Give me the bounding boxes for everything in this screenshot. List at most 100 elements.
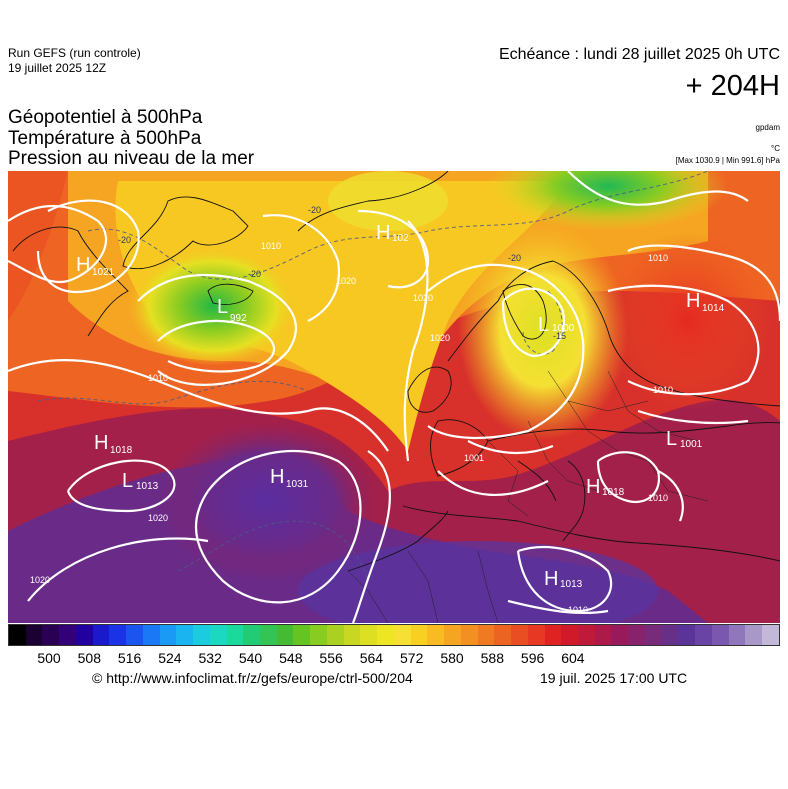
colorbar-swatch [711, 625, 729, 645]
low-core-iceland [128, 246, 298, 366]
colorbar-tick-label: 572 [400, 650, 424, 666]
pressure-center-symbol: H [586, 476, 600, 498]
pressure-range: [Max 1030.9 | Min 991.6] hPa [675, 156, 780, 165]
colorbar-swatch [209, 625, 227, 645]
colorbar-swatch [126, 625, 143, 645]
temperature-label: -20 [308, 205, 321, 215]
temperature-label: -20 [248, 269, 261, 279]
lead-time: + 204H [685, 70, 780, 102]
colorbar-swatch [9, 625, 26, 645]
colorbar [8, 624, 780, 646]
pressure-center-symbol: H [544, 568, 558, 590]
colorbar-swatch [92, 625, 110, 645]
colorbar-swatch [59, 625, 76, 645]
isobar-label: 1010 [148, 373, 168, 383]
pressure-center-value: 1013 [560, 579, 583, 590]
colorbar-swatch [427, 625, 445, 645]
colorbar-swatch [460, 625, 478, 645]
colorbar-swatch [360, 625, 378, 645]
colorbar-tick-label: 588 [480, 650, 504, 666]
layer-geopotential: Géopotentiel à 500hPa [8, 107, 203, 128]
pressure-center-value: 102 [392, 233, 409, 244]
colorbar-swatch [695, 625, 712, 645]
pressure-center-value: 1000 [552, 323, 575, 334]
colorbar-swatch [444, 625, 461, 645]
temperature-label: -20 [118, 235, 131, 245]
colorbar-swatch [260, 625, 277, 645]
pressure-centers: H 1021 L 992 H 102 L 1000 H 1014 H 1018 … [76, 222, 725, 590]
colorbar-tick-label: 548 [279, 650, 303, 666]
isobar-label: 1001 [464, 453, 484, 463]
colorbar-tick-label: 532 [198, 650, 222, 666]
colorbar-swatch [661, 625, 679, 645]
temperature-label: -15 [553, 331, 566, 341]
layer-temperature: Température à 500hPa [8, 128, 202, 149]
colorbar-swatch [561, 625, 578, 645]
field-yellow-top [328, 171, 448, 231]
colorbar-swatch [477, 625, 495, 645]
colorbar-swatch [511, 625, 528, 645]
colorbar-swatch [42, 625, 60, 645]
colorbar-swatch [243, 625, 261, 645]
coastlines [12, 171, 780, 572]
pressure-center-value: 1021 [92, 267, 115, 278]
colorbar-swatch [527, 625, 545, 645]
pressure-center-value: 1018 [602, 487, 625, 498]
isobar-label: 1020 [413, 293, 433, 303]
isobars [8, 171, 780, 623]
pressure-center-value: 1013 [136, 481, 159, 492]
isobar-label: 1020 [30, 575, 50, 585]
pressure-center-symbol: H [376, 222, 390, 244]
credit-time: 19 juil. 2025 17:00 UTC [540, 670, 688, 686]
pressure-center-symbol: H [94, 432, 108, 454]
colorbar-swatch [159, 625, 177, 645]
colorbar-swatch [762, 625, 779, 645]
colorbar-swatch [25, 625, 43, 645]
layer-pressure: Pression au niveau de la mer [8, 148, 255, 169]
pressure-center-symbol: H [76, 254, 90, 276]
colorbar-tick-label: 596 [520, 650, 545, 666]
cold-pool-north [488, 171, 728, 231]
isobar-label: 1010 [648, 253, 668, 263]
weather-map: 1010 1020 1010 1020 1020 1010 1001 1010 … [8, 171, 780, 623]
temperature-label: -20 [508, 253, 521, 263]
unit-geopotential: gpdam [755, 123, 780, 132]
colorbar-swatch [176, 625, 194, 645]
pressure-center-value: 1001 [680, 439, 703, 450]
pressure-center-symbol: L [217, 296, 228, 318]
run-date: 19 juillet 2025 12Z [8, 61, 107, 75]
colorbar-swatch [226, 625, 244, 645]
colorbar-tick-label: 524 [158, 650, 182, 666]
run-name: Run GEFS (run controle) [8, 46, 141, 60]
colorbar-swatch [611, 625, 629, 645]
pressure-center-symbol: L [538, 314, 549, 336]
pressure-center-value: 1014 [702, 303, 725, 314]
temperature-labels: -20 -20 -20 -20 -15 [118, 205, 566, 341]
isobar-label: 1010 [648, 493, 668, 503]
colorbar-swatch [544, 625, 562, 645]
ridge-core-sahara [298, 541, 658, 623]
colorbar-tick-label: 508 [77, 650, 101, 666]
colorbar-swatch [728, 625, 746, 645]
colorbar-tick-label: 604 [561, 650, 585, 666]
ridge-core-atlantic [158, 421, 378, 581]
valid-time: Echéance : lundi 28 juillet 2025 0h UTC [498, 46, 780, 63]
isobar-label: 1020 [336, 276, 356, 286]
colorbar-swatch [343, 625, 361, 645]
colorbar-swatch [494, 625, 512, 645]
trough-scandinavia [458, 221, 628, 441]
colorbar-tick-label: 564 [359, 650, 384, 666]
colorbar-swatch [193, 625, 210, 645]
colorbar-swatch [293, 625, 311, 645]
colorbar-swatch [644, 625, 662, 645]
colorbar-tick-label: 500 [37, 650, 61, 666]
isobar-label: 1010 [261, 241, 281, 251]
colorbar-swatch [393, 625, 411, 645]
borders [347, 370, 709, 623]
colorbar-swatch [377, 625, 394, 645]
pressure-center-symbol: H [686, 290, 700, 312]
isobar-label: 1010 [653, 385, 673, 395]
isobar-label: 1010 [568, 605, 588, 615]
colorbar-swatch [577, 625, 595, 645]
pressure-center-symbol: L [122, 470, 133, 492]
